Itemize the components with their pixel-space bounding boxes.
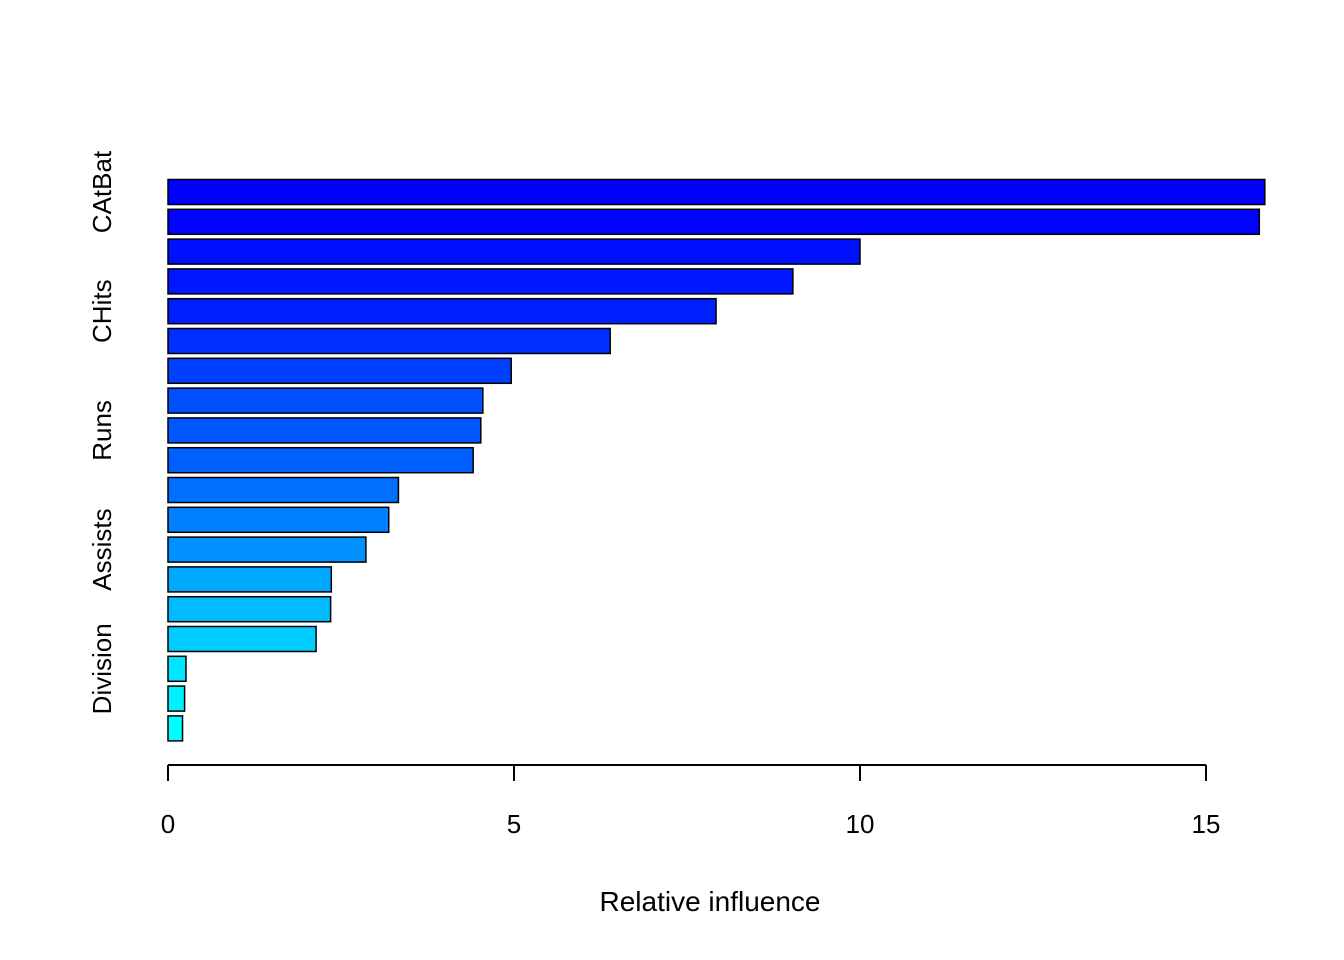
bar: [167, 566, 333, 593]
bar: [167, 178, 1266, 206]
bar: [167, 536, 367, 563]
bar: [167, 268, 794, 295]
y-category-label: CAtBat: [87, 150, 117, 233]
y-category-label: CHits: [87, 279, 117, 343]
bar: [167, 655, 187, 683]
x-axis-title: Relative influence: [599, 886, 820, 917]
y-axis-labels: CAtBat CHits Runs Assists Division: [87, 150, 117, 714]
bar: [167, 417, 482, 444]
bar: [167, 446, 474, 474]
bars: [167, 178, 1266, 742]
x-axis: 0 5 10 15: [161, 764, 1221, 839]
bar: [167, 625, 317, 653]
bar: [167, 476, 400, 504]
x-tick-label: 0: [161, 809, 175, 839]
x-tick-label: 10: [846, 809, 875, 839]
bar: [167, 387, 484, 414]
bar: [167, 297, 717, 325]
y-category-label: Assists: [87, 508, 117, 590]
bar: [167, 208, 1261, 236]
x-tick-label: 15: [1192, 809, 1221, 839]
bar: [167, 357, 512, 385]
bar: [167, 685, 186, 712]
x-tick-label: 5: [507, 809, 521, 839]
bar: [167, 238, 861, 265]
y-category-label: Division: [87, 623, 117, 714]
bar: [167, 327, 611, 355]
bar: [167, 506, 390, 534]
bar: [167, 715, 184, 742]
bar: [167, 595, 332, 623]
y-category-label: Runs: [87, 400, 117, 461]
